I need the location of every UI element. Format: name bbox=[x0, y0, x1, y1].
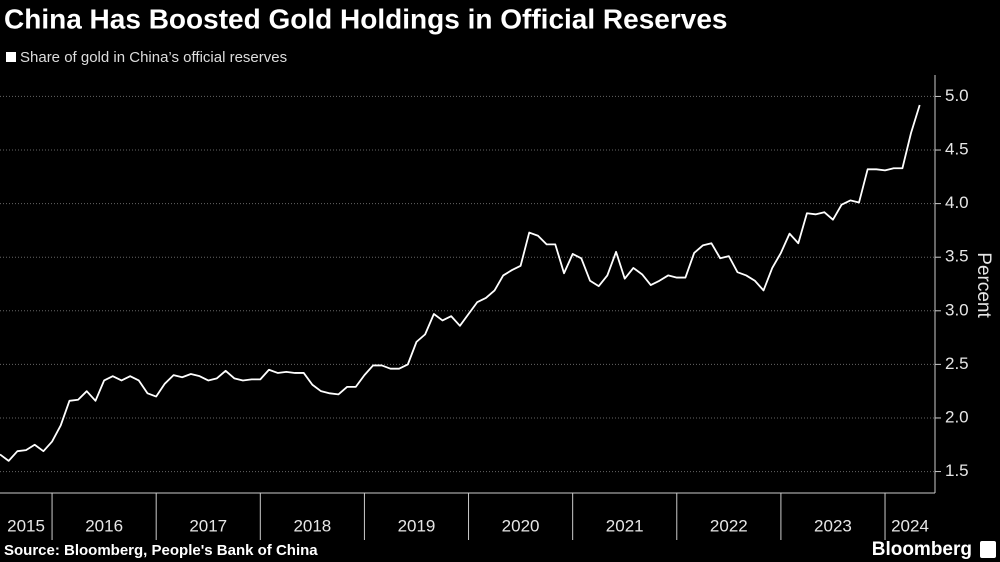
y-tick-label: 2.5 bbox=[945, 354, 969, 373]
brand: Bloomberg bbox=[872, 539, 972, 560]
x-tick-label: 2022 bbox=[710, 516, 748, 535]
x-tick-label: 2018 bbox=[293, 516, 331, 535]
legend-swatch bbox=[6, 52, 16, 62]
x-tick-label: 2024 bbox=[891, 516, 929, 535]
chart-title: China Has Boosted Gold Holdings in Offic… bbox=[4, 3, 727, 34]
x-tick-label: 2020 bbox=[502, 516, 540, 535]
y-tick-label: 1.5 bbox=[945, 461, 969, 480]
legend-label: Share of gold in China’s official reserv… bbox=[20, 49, 287, 66]
y-tick-label: 3.5 bbox=[945, 247, 969, 266]
data-line bbox=[0, 104, 921, 462]
x-tick-label: 2017 bbox=[189, 516, 227, 535]
y-tick-label: 4.5 bbox=[945, 140, 969, 159]
y-tick-label: 3.0 bbox=[945, 300, 969, 319]
y-tick-label: 2.0 bbox=[945, 407, 969, 426]
x-tick-label: 2021 bbox=[606, 516, 644, 535]
x-tick-label: 2015 bbox=[7, 516, 45, 535]
y-tick-label: 5.0 bbox=[945, 86, 969, 105]
x-tick-label: 2023 bbox=[814, 516, 852, 535]
y-axis-label: Percent bbox=[973, 252, 994, 318]
x-tick-label: 2019 bbox=[398, 516, 436, 535]
brand-icon bbox=[980, 541, 996, 558]
x-tick-label: 2016 bbox=[85, 516, 123, 535]
source: Source: Bloomberg, People's Bank of Chin… bbox=[4, 542, 318, 559]
y-tick-label: 4.0 bbox=[945, 193, 969, 212]
